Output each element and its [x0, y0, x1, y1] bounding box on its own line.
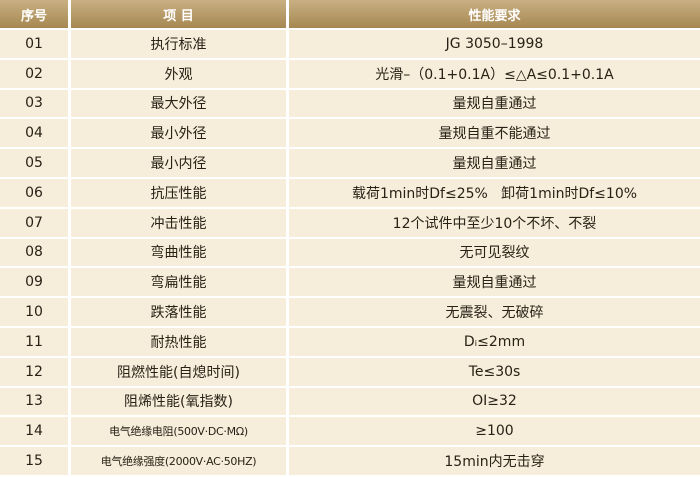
- table-cell: 15min内无击穿: [289, 447, 700, 477]
- table-row: 12 阻燃性能(自熄时间) Te≤30s: [0, 357, 700, 388]
- table-row: 15 电气绝缘强度(2000V·AC·50HZ) 15min内无击穿: [0, 447, 700, 477]
- table-cell: 电气绝缘电阻(500V·DC·MΩ): [71, 417, 289, 448]
- table-row: 03 最大外径 量规自重通过: [0, 89, 700, 120]
- table-row: 10 跌落性能 无震裂、无破碎: [0, 298, 700, 328]
- table-cell: 无可见裂纹: [289, 238, 700, 269]
- header-row: 序号项 目性能要求: [0, 0, 700, 30]
- table-cell: 跌落性能: [71, 298, 289, 328]
- table-cell: 06: [0, 178, 71, 209]
- table-row: 07 冲击性能 12个试件中至少10个不坏、不裂: [0, 208, 700, 239]
- table-row: 09 弯扁性能 量规自重通过: [0, 268, 700, 299]
- table-cell: 弯曲性能: [71, 238, 289, 269]
- table-cell: OI≥32: [289, 387, 700, 418]
- table-cell: 最大外径: [71, 89, 289, 120]
- table-cell: 04: [0, 119, 71, 150]
- table-cell: 15: [0, 447, 71, 477]
- header-cell: 性能要求: [289, 0, 700, 30]
- table-cell: 电气绝缘强度(2000V·AC·50HZ): [71, 447, 289, 477]
- table-cell: 07: [0, 208, 71, 239]
- table-cell: 09: [0, 268, 71, 299]
- table-cell: 05: [0, 149, 71, 179]
- table-cell: 02: [0, 59, 71, 90]
- table-body: 01 执行标准 JG 3050–1998 02 外观 光滑–（0.1+0.1A）≤△A≤0…: [0, 30, 700, 477]
- table-cell: 量规自重不能通过: [289, 119, 700, 150]
- table-row: 14 电气绝缘电阻(500V·DC·MΩ) ≥100: [0, 417, 700, 448]
- table-cell: JG 3050–1998: [289, 30, 700, 60]
- table-cell: 量规自重通过: [289, 89, 700, 120]
- table-cell: 13: [0, 387, 71, 418]
- table-cell: 阻燃性能(自熄时间): [71, 357, 289, 388]
- table-cell: 抗压性能: [71, 178, 289, 209]
- table-cell: 08: [0, 238, 71, 269]
- header-cell: 项 目: [71, 0, 289, 30]
- table-cell: ≥100: [289, 417, 700, 448]
- table-cell: 量规自重通过: [289, 149, 700, 179]
- table-cell: 弯扁性能: [71, 268, 289, 299]
- table-cell: 最小外径: [71, 119, 289, 150]
- table-cell: 光滑–（0.1+0.1A）≤△A≤0.1+0.1A: [289, 59, 700, 90]
- table-row: 11 耐热性能 Dᵢ≤2mm: [0, 327, 700, 358]
- table-row: 04 最小外径 量规自重不能通过: [0, 119, 700, 150]
- table-cell: Te≤30s: [289, 357, 700, 388]
- table-cell: 最小内径: [71, 149, 289, 179]
- table-cell: 耐热性能: [71, 327, 289, 358]
- table-cell: Dᵢ≤2mm: [289, 327, 700, 358]
- table-cell: 12个试件中至少10个不坏、不裂: [289, 208, 700, 239]
- table-row: 01 执行标准 JG 3050–1998: [0, 30, 700, 60]
- header-cell: 序号: [0, 0, 71, 30]
- table-row: 02 外观 光滑–（0.1+0.1A）≤△A≤0.1+0.1A: [0, 59, 700, 90]
- table-cell: 14: [0, 417, 71, 448]
- table-row: 08 弯曲性能 无可见裂纹: [0, 238, 700, 269]
- table-row: 05 最小内径 量规自重通过: [0, 149, 700, 179]
- table-cell: 载荷1min时Df≤25% 卸荷1min时Df≤10%: [289, 178, 700, 209]
- table-cell: 01: [0, 30, 71, 60]
- table-cell: 冲击性能: [71, 208, 289, 239]
- table-cell: 03: [0, 89, 71, 120]
- table-row: 06 抗压性能 载荷1min时Df≤25% 卸荷1min时Df≤10%: [0, 178, 700, 209]
- table-cell: 11: [0, 327, 71, 358]
- table-cell: 量规自重通过: [289, 268, 700, 299]
- table-cell: 12: [0, 357, 71, 388]
- table-cell: 执行标准: [71, 30, 289, 60]
- table-cell: 外观: [71, 59, 289, 90]
- table-cell: 无震裂、无破碎: [289, 298, 700, 328]
- table-row: 13 阻烯性能(氧指数) OI≥32: [0, 387, 700, 418]
- table-cell: 阻烯性能(氧指数): [71, 387, 289, 418]
- table-cell: 10: [0, 298, 71, 328]
